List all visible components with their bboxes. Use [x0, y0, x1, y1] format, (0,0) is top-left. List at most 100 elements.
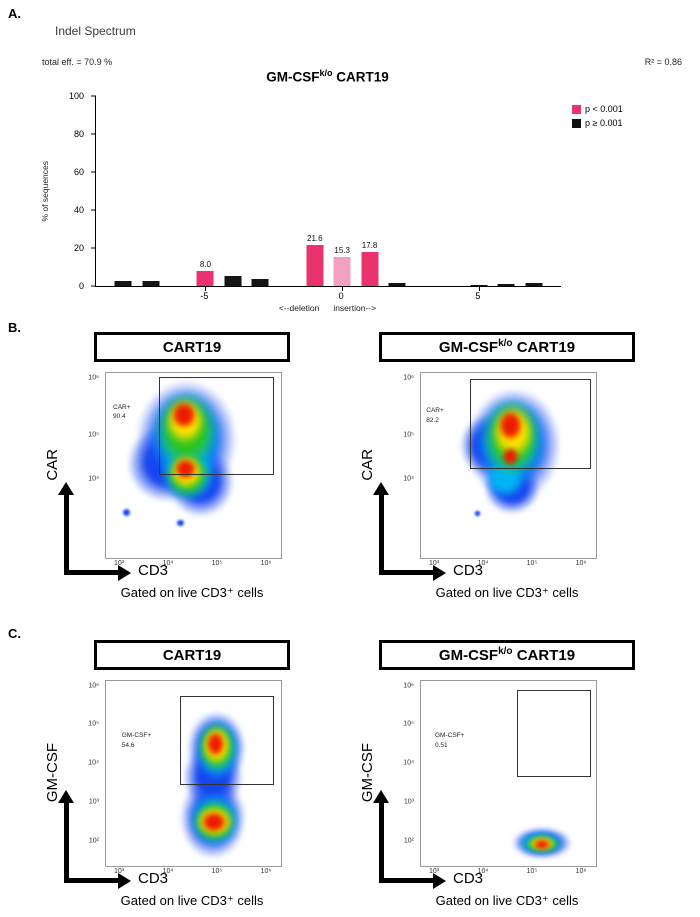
axis-tick-mark — [91, 171, 96, 173]
axis-tick-mark — [342, 286, 344, 291]
axis-tick-label: 10⁶ — [260, 868, 272, 875]
bar — [388, 283, 406, 286]
bar-chart-plot-area: 8.0 21.6 15.3 17.8 — [91, 95, 561, 291]
flow-panel-c-gmcsf-ko: GM-CSFk/o CART19 GM-CSF 10⁶ 10⁵ 10⁴ 10³ 10² … — [345, 640, 675, 916]
chart-x-axis-caption: <--deletion insertion--> — [95, 303, 560, 313]
axis-tick-label: 10³ — [428, 560, 440, 567]
gating-caption: Gated on live CD3⁺ cells — [120, 585, 264, 600]
bar: 8.0 — [196, 260, 214, 286]
gate-rectangle — [517, 690, 591, 778]
y-axis-arrow-shaft — [378, 494, 384, 574]
density-blob — [421, 681, 596, 866]
gate-label: CAR+ 82.2 — [426, 407, 444, 425]
x-axis-label: CD3 — [453, 870, 484, 887]
deletion-caption: <--deletion — [278, 303, 320, 313]
axis-tick-label: 10⁵ — [88, 431, 99, 439]
flow-plot-area: CAR+ 82.2 — [420, 372, 597, 559]
axis-tick-label: 10⁵ — [403, 431, 414, 439]
y-axis-arrow-shaft — [63, 802, 69, 882]
axis-tick-label: -5 — [200, 291, 209, 301]
axis-tick-label: 10⁶ — [88, 374, 99, 382]
axis-tick-label: 10³ — [113, 560, 125, 567]
gate-rectangle — [470, 378, 591, 470]
axis-tick-label: 10³ — [88, 798, 99, 806]
axis-tick-label: 60 — [73, 167, 84, 177]
flow-panel-c-cart19: CART19 GM-CSF 10⁶ 10⁵ 10⁴ 10³ 10² GM-CSF+ 54.… — [30, 640, 360, 916]
axis-tick-label: 5 — [475, 291, 481, 301]
gate-rectangle — [158, 376, 275, 475]
legend-swatch-black — [572, 118, 581, 128]
density-blob — [106, 681, 281, 866]
gate-label: GM-CSF+ 54.6 — [121, 731, 152, 749]
axis-tick-label: 10⁴ — [88, 759, 99, 767]
chart-title-pre: GM-CSF — [266, 69, 320, 85]
axis-tick-mark — [91, 285, 96, 287]
x-axis-arrow-head — [433, 564, 446, 581]
axis-tick-label: 10³ — [428, 868, 440, 875]
axis-tick-label: 10⁶ — [403, 374, 414, 382]
flow-plot-title: GM-CSFk/o CART19 — [379, 332, 635, 362]
y-axis-label: CAR — [43, 448, 61, 481]
flow-plot-area: GM-CSF+ 0.51 — [420, 680, 597, 867]
flow-plot-title: CART19 — [94, 332, 290, 362]
gate-rectangle — [179, 695, 275, 785]
x-axis-label: CD3 — [138, 870, 169, 887]
y-axis-arrow — [373, 790, 389, 803]
chart-x-axis-ticks: -5 0 5 — [95, 291, 560, 303]
flow-plot-title: GM-CSFk/o CART19 — [379, 640, 635, 670]
chart-title: GM-CSFk/o CART19 — [95, 68, 560, 85]
chart-title-post: CART19 — [332, 69, 389, 85]
axis-tick-label: 10³ — [113, 868, 125, 875]
axis-tick-mark — [478, 286, 480, 291]
bar — [114, 281, 132, 286]
r-squared-stat: R² = 0.86 — [644, 57, 682, 67]
bar-value-label: 8.0 — [199, 259, 211, 269]
flow-plot-area: CAR+ 90.4 — [105, 372, 282, 559]
bar — [525, 282, 543, 286]
y-axis-ticks: 10⁶ 10⁵ 10⁴ 10³ 10² — [74, 680, 102, 865]
y-axis-arrow — [58, 482, 74, 495]
axis-tick-label: 10⁶ — [260, 560, 272, 567]
bar: 17.8 — [361, 241, 379, 286]
axis-tick-label: 10⁴ — [88, 475, 99, 483]
axis-tick-label: 80 — [73, 129, 84, 139]
axis-tick-label: 10⁶ — [403, 682, 414, 690]
legend-label: p < 0.001 — [585, 104, 623, 114]
axis-tick-label: 0 — [78, 281, 84, 291]
axis-tick-label: 10⁴ — [477, 560, 489, 567]
axis-tick-label: 10² — [88, 837, 99, 845]
bar-value-label: 17.8 — [361, 241, 378, 251]
chart-y-axis-ticks: 0 20 40 60 80 100 — [60, 91, 92, 291]
x-axis-label: CD3 — [138, 562, 169, 579]
axis-tick-label: 10⁵ — [526, 560, 538, 567]
axis-tick-label: 40 — [73, 205, 84, 215]
y-axis-label: GM-CSF — [43, 742, 61, 803]
x-axis-arrow — [379, 570, 433, 575]
y-axis-arrow — [373, 482, 389, 495]
flow-panel-b-gmcsf-ko: GM-CSFk/o CART19 CAR 10⁶ 10⁵ 10⁴ CAR+ 82.2 … — [345, 332, 675, 608]
axis-tick-label: 100 — [68, 91, 84, 101]
legend-label: p ≥ 0.001 — [585, 118, 623, 128]
axis-tick-mark — [91, 247, 96, 249]
bar-value-label: 15.3 — [334, 245, 350, 255]
axis-tick-mark — [91, 209, 96, 211]
total-efficiency-stat: total eff. = 70.9 % — [42, 57, 113, 67]
axis-tick-label: 20 — [73, 243, 84, 253]
flow-plot-title: CART19 — [94, 640, 290, 670]
legend-item-significant: p < 0.001 — [572, 104, 623, 114]
bar-value-label: 21.6 — [307, 233, 323, 243]
panel-a-letter: A. — [8, 6, 21, 21]
bar-series: 8.0 21.6 15.3 17.8 — [96, 96, 561, 286]
axis-tick-label: 10⁵ — [211, 560, 223, 567]
bar — [470, 284, 488, 286]
y-axis-label: CAR — [358, 448, 376, 481]
x-axis-arrow — [64, 570, 118, 575]
axis-tick-label: 0 — [338, 291, 344, 301]
legend-item-nonsignificant: p ≥ 0.001 — [572, 118, 623, 128]
y-axis-label: GM-CSF — [358, 742, 376, 803]
bar — [251, 279, 269, 286]
x-axis-arrow-head — [433, 872, 446, 889]
axis-tick-label: 10⁴ — [162, 560, 174, 567]
x-axis-arrow — [379, 878, 433, 883]
y-axis-ticks: 10⁶ 10⁵ 10⁴ — [74, 372, 102, 557]
